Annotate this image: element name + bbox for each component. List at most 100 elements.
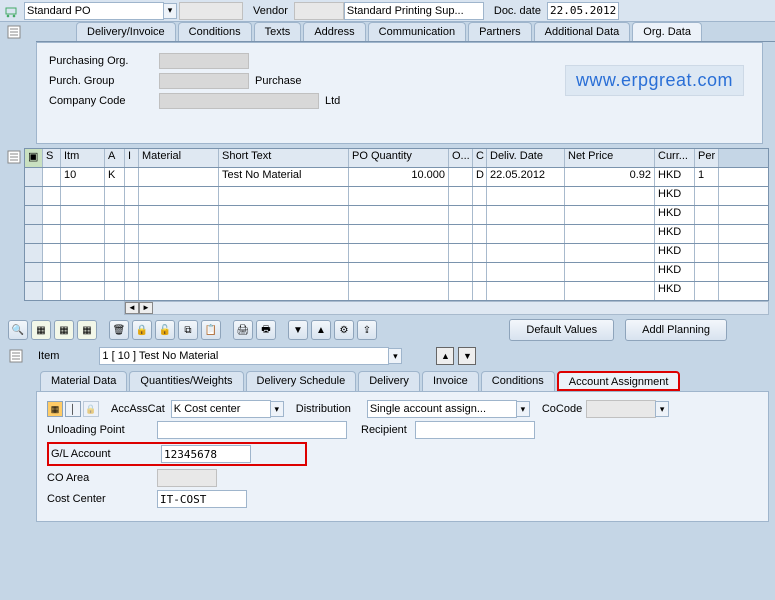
cell[interactable]: [139, 225, 219, 243]
cell[interactable]: HKD: [655, 168, 695, 186]
cell[interactable]: [349, 282, 449, 300]
copy-icon[interactable]: ⧉: [178, 320, 198, 340]
cell[interactable]: [565, 282, 655, 300]
accasscat-field[interactable]: [171, 400, 271, 418]
cell[interactable]: [43, 206, 61, 224]
unloading-point-field[interactable]: [157, 421, 347, 439]
cell[interactable]: [349, 187, 449, 205]
cell[interactable]: [695, 187, 719, 205]
cell[interactable]: [105, 244, 125, 262]
cell[interactable]: [125, 206, 139, 224]
cell[interactable]: HKD: [655, 206, 695, 224]
col-o[interactable]: O...: [449, 149, 473, 167]
cell[interactable]: [125, 263, 139, 281]
cell[interactable]: [695, 225, 719, 243]
scroll-left-icon[interactable]: ◄: [125, 302, 139, 314]
row-handle[interactable]: [25, 244, 43, 262]
table-row[interactable]: HKD: [24, 225, 769, 244]
cell[interactable]: HKD: [655, 244, 695, 262]
po-number-field[interactable]: [179, 2, 243, 20]
manage-layout-icon[interactable]: ▦: [77, 320, 97, 340]
cell[interactable]: [125, 225, 139, 243]
cell[interactable]: [449, 282, 473, 300]
filter-icon[interactable]: ▼: [288, 320, 308, 340]
cell[interactable]: [473, 225, 487, 243]
cell[interactable]: [43, 225, 61, 243]
row-handle[interactable]: [25, 206, 43, 224]
cell[interactable]: [219, 263, 349, 281]
item-detail-collapse-icon[interactable]: [8, 348, 24, 364]
cell[interactable]: [449, 168, 473, 186]
cell[interactable]: [695, 263, 719, 281]
table-row[interactable]: HKD: [24, 187, 769, 206]
col-s[interactable]: S: [43, 149, 61, 167]
cell[interactable]: [139, 206, 219, 224]
subtab-account-assignment[interactable]: Account Assignment: [557, 371, 681, 391]
cell[interactable]: [125, 187, 139, 205]
cell[interactable]: HKD: [655, 263, 695, 281]
row-handle[interactable]: [25, 187, 43, 205]
cell[interactable]: [487, 187, 565, 205]
cell[interactable]: [349, 206, 449, 224]
col-itm[interactable]: Itm: [61, 149, 105, 167]
sort-asc-icon[interactable]: ▲: [311, 320, 331, 340]
cell[interactable]: [43, 168, 61, 186]
table-row[interactable]: HKD: [24, 244, 769, 263]
cell[interactable]: [105, 187, 125, 205]
cell[interactable]: [565, 206, 655, 224]
cell[interactable]: [43, 244, 61, 262]
table-row[interactable]: HKD: [24, 282, 769, 301]
cell[interactable]: [105, 282, 125, 300]
cell[interactable]: [695, 282, 719, 300]
cell[interactable]: [139, 168, 219, 186]
tab-communication[interactable]: Communication: [368, 22, 466, 41]
distribution-field[interactable]: [367, 400, 517, 418]
cost-center-field[interactable]: [157, 490, 247, 508]
cell[interactable]: [61, 225, 105, 243]
cell[interactable]: [125, 244, 139, 262]
row-handle[interactable]: [25, 282, 43, 300]
cell[interactable]: [473, 244, 487, 262]
export-icon[interactable]: ⇪: [357, 320, 377, 340]
vendor-code-field[interactable]: [294, 2, 344, 20]
row-handle[interactable]: [25, 225, 43, 243]
cell[interactable]: 10.000: [349, 168, 449, 186]
cell[interactable]: [125, 282, 139, 300]
print-preview-icon[interactable]: 🖨: [233, 320, 253, 340]
org-value-field[interactable]: [159, 73, 249, 89]
cell[interactable]: [61, 282, 105, 300]
cell[interactable]: [449, 187, 473, 205]
subtab-invoice[interactable]: Invoice: [422, 371, 479, 391]
tab-partners[interactable]: Partners: [468, 22, 532, 41]
distribution-dropdown-icon[interactable]: ▾: [516, 401, 530, 417]
cell[interactable]: [105, 225, 125, 243]
table-row[interactable]: 10KTest No Material10.000D22.05.20120.92…: [24, 168, 769, 187]
co-area-field[interactable]: [157, 469, 217, 487]
cell[interactable]: [43, 282, 61, 300]
col-c[interactable]: C: [473, 149, 487, 167]
col-a[interactable]: A: [105, 149, 125, 167]
row-handle[interactable]: [25, 263, 43, 281]
cell[interactable]: [61, 206, 105, 224]
single-view-icon[interactable]: │: [65, 401, 81, 417]
watermark-link[interactable]: www.erpgreat.com: [565, 65, 744, 96]
cell[interactable]: [139, 282, 219, 300]
cell[interactable]: [473, 282, 487, 300]
tab-texts[interactable]: Texts: [254, 22, 302, 41]
save-layout-icon[interactable]: ▦: [54, 320, 74, 340]
cell[interactable]: [61, 244, 105, 262]
cell[interactable]: [139, 244, 219, 262]
table-view-icon[interactable]: ▦: [47, 401, 63, 417]
default-values-button[interactable]: Default Values: [509, 319, 614, 341]
header-collapse-icon[interactable]: [6, 24, 22, 40]
unlock-icon[interactable]: 🔓: [155, 320, 175, 340]
po-type-field[interactable]: [24, 2, 164, 20]
select-layout-icon[interactable]: ▦: [31, 320, 51, 340]
subtab-delivery-schedule[interactable]: Delivery Schedule: [246, 371, 357, 391]
subtab-conditions[interactable]: Conditions: [481, 371, 555, 391]
cell[interactable]: [219, 206, 349, 224]
cell[interactable]: [449, 206, 473, 224]
cell[interactable]: HKD: [655, 225, 695, 243]
tab-org-data[interactable]: Org. Data: [632, 22, 702, 41]
subtab-material-data[interactable]: Material Data: [40, 371, 127, 391]
